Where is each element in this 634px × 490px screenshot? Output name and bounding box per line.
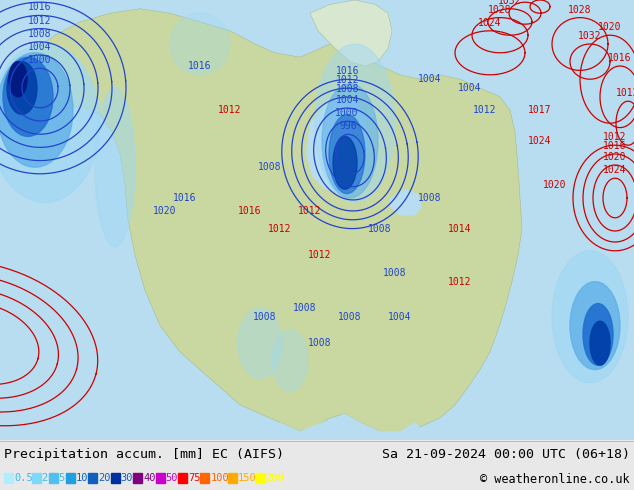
Text: 1008: 1008 [253, 312, 277, 322]
Ellipse shape [170, 13, 230, 75]
Text: 5: 5 [59, 472, 65, 483]
Text: 1016: 1016 [28, 2, 51, 12]
Bar [4, 472, 13, 483]
Text: 0.5: 0.5 [14, 472, 33, 483]
Ellipse shape [0, 44, 100, 202]
Text: 1008: 1008 [418, 193, 442, 203]
Text: 100: 100 [210, 472, 229, 483]
Text: 1028: 1028 [568, 4, 592, 15]
Text: 1012: 1012 [298, 206, 321, 216]
Text: 1008: 1008 [258, 162, 281, 172]
Text: Precipitation accum. [mm] EC (AIFS): Precipitation accum. [mm] EC (AIFS) [4, 447, 284, 461]
Text: 1012: 1012 [28, 16, 51, 25]
Text: 1028: 1028 [488, 4, 512, 15]
Text: 1016: 1016 [603, 141, 626, 151]
Polygon shape [0, 9, 522, 431]
Ellipse shape [7, 62, 37, 114]
Text: 1016: 1016 [238, 206, 262, 216]
Polygon shape [306, 97, 368, 194]
Text: 1032: 1032 [498, 0, 522, 6]
Ellipse shape [570, 282, 620, 369]
Polygon shape [310, 0, 392, 66]
Ellipse shape [590, 321, 610, 365]
Bar [178, 472, 187, 483]
Text: 1008: 1008 [28, 29, 51, 39]
Text: 75: 75 [188, 472, 200, 483]
Text: 1000: 1000 [335, 108, 359, 118]
Text: 1004: 1004 [28, 42, 51, 52]
Text: 1008: 1008 [294, 303, 317, 313]
Text: 1016: 1016 [335, 67, 359, 76]
Text: 1012: 1012 [616, 88, 634, 98]
Text: 1020: 1020 [598, 22, 621, 32]
Text: 1016: 1016 [608, 53, 631, 63]
Text: 1016: 1016 [173, 193, 197, 203]
Text: 1020: 1020 [543, 180, 567, 190]
Ellipse shape [0, 53, 73, 167]
Ellipse shape [333, 136, 357, 189]
Text: 200: 200 [266, 472, 285, 483]
Bar [88, 472, 98, 483]
Text: 1008: 1008 [383, 268, 407, 278]
Text: 1004: 1004 [388, 312, 411, 322]
Text: 1008: 1008 [335, 84, 359, 94]
Text: 10: 10 [76, 472, 89, 483]
Text: 1012: 1012 [473, 105, 497, 115]
Text: 1032: 1032 [578, 31, 602, 41]
Text: 1017: 1017 [528, 105, 552, 115]
Text: © weatheronline.co.uk: © weatheronline.co.uk [481, 472, 630, 486]
Ellipse shape [322, 84, 378, 198]
Ellipse shape [238, 308, 282, 378]
Text: 1020: 1020 [153, 206, 177, 216]
Bar [200, 472, 209, 483]
Bar [32, 472, 41, 483]
Text: 1012: 1012 [603, 132, 626, 142]
Text: 1012: 1012 [448, 276, 472, 287]
Ellipse shape [583, 304, 613, 365]
Text: 2: 2 [42, 472, 48, 483]
Ellipse shape [272, 330, 308, 392]
Text: 50: 50 [165, 472, 178, 483]
Text: 1012: 1012 [268, 224, 292, 234]
Text: 1000: 1000 [28, 55, 51, 65]
Text: 1008: 1008 [308, 338, 332, 348]
Text: 1024: 1024 [603, 165, 626, 175]
Ellipse shape [9, 62, 27, 97]
Polygon shape [390, 189, 422, 216]
Bar [256, 472, 264, 483]
Ellipse shape [315, 44, 395, 202]
Ellipse shape [329, 114, 365, 194]
Text: Sa 21-09-2024 00:00 UTC (06+18): Sa 21-09-2024 00:00 UTC (06+18) [382, 447, 630, 461]
Text: 1012: 1012 [335, 75, 359, 85]
Text: 1014: 1014 [448, 224, 472, 234]
Polygon shape [280, 414, 420, 440]
Bar [155, 472, 165, 483]
Text: 1004: 1004 [458, 83, 482, 93]
Bar [111, 472, 120, 483]
Text: 1004: 1004 [418, 74, 442, 84]
Ellipse shape [3, 57, 53, 136]
Text: 40: 40 [143, 472, 156, 483]
Bar [228, 472, 237, 483]
Text: 1004: 1004 [335, 95, 359, 105]
Ellipse shape [95, 88, 135, 246]
Text: 20: 20 [98, 472, 111, 483]
Text: 150: 150 [238, 472, 257, 483]
Text: 1024: 1024 [528, 136, 552, 146]
Bar [133, 472, 142, 483]
Text: 1024: 1024 [478, 18, 501, 28]
Ellipse shape [552, 251, 628, 383]
Text: 1012: 1012 [308, 250, 332, 260]
Bar [49, 472, 58, 483]
Text: 1012: 1012 [218, 105, 242, 115]
Text: 996: 996 [339, 122, 357, 131]
Text: 30: 30 [121, 472, 133, 483]
Text: 1008: 1008 [339, 312, 362, 322]
Text: 1016: 1016 [188, 61, 212, 71]
Text: 1020: 1020 [603, 152, 626, 162]
Text: 1008: 1008 [368, 224, 392, 234]
Bar [66, 472, 75, 483]
